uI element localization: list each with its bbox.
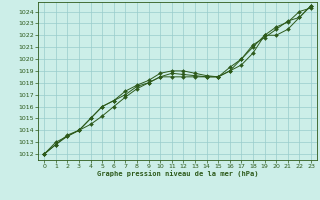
X-axis label: Graphe pression niveau de la mer (hPa): Graphe pression niveau de la mer (hPa)	[97, 171, 258, 177]
